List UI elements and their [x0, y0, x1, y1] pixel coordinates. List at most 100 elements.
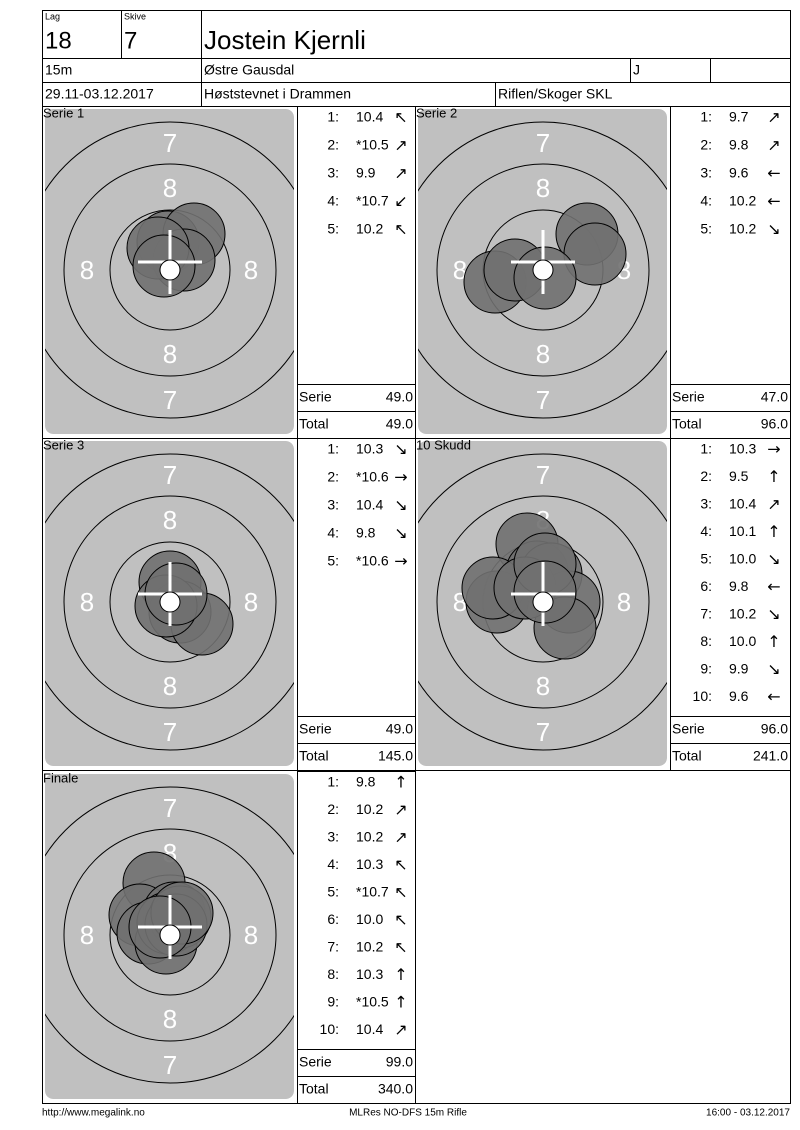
shot-number: 1: — [327, 774, 339, 790]
center-dot — [159, 924, 181, 946]
shot-score: 10.4 — [729, 496, 756, 512]
shot-score: *10.6 — [356, 469, 389, 485]
ring-label: 7 — [163, 793, 177, 823]
shot-number: 1: — [700, 109, 712, 125]
shot-direction: ← — [767, 164, 780, 183]
shooter-name: Jostein Kjernli — [204, 25, 366, 55]
ring-label: 8 — [163, 505, 177, 535]
ring-label: 8 — [80, 587, 94, 617]
panel-title: 10 Skudd — [416, 437, 471, 452]
ring — [45, 121, 294, 419]
ring-label: 8 — [617, 587, 631, 617]
shot-score: 9.9 — [729, 661, 749, 677]
shot-number: 5: — [327, 553, 339, 569]
ring-label: 7 — [163, 385, 177, 415]
shot-score: 10.3 — [356, 856, 383, 872]
club: Østre Gausdal — [204, 62, 294, 78]
shot-direction: ↗ — [394, 164, 407, 183]
event: Høststevnet i Drammen — [204, 86, 351, 102]
panel-title: Serie 3 — [43, 437, 84, 452]
shot-number: 4: — [700, 523, 712, 539]
class: J — [633, 62, 640, 78]
shot-number: 6: — [700, 578, 712, 594]
shot-direction: ↑ — [394, 965, 407, 984]
shot-direction: → — [394, 468, 407, 487]
shot-score: 10.0 — [729, 633, 756, 649]
shot-number: 3: — [327, 829, 339, 845]
shot-direction: ↖ — [394, 220, 407, 239]
total-value: 241.0 — [753, 748, 788, 764]
shot-direction: ↑ — [394, 993, 407, 1012]
list-frame — [297, 771, 416, 1104]
serie-value: 49.0 — [386, 721, 413, 737]
total-label: Total — [672, 416, 702, 432]
shot-number: 1: — [327, 441, 339, 457]
total-label: Total — [672, 748, 702, 764]
shot-direction: ↗ — [767, 136, 780, 155]
shot-score: 10.3 — [356, 441, 383, 457]
ring — [436, 495, 650, 709]
shot-number: 2: — [327, 469, 339, 485]
ring-label: 8 — [244, 255, 258, 285]
ring-label: 7 — [536, 385, 550, 415]
ring-label: 7 — [163, 1050, 177, 1080]
shot-direction: ↑ — [394, 773, 407, 792]
shot-score: 10.1 — [729, 523, 756, 539]
shot-number: 3: — [700, 496, 712, 512]
center-dot — [532, 259, 554, 281]
shot-score: 9.8 — [356, 525, 376, 541]
ring — [45, 453, 294, 751]
shot-number: 4: — [327, 193, 339, 209]
shot-number: 5: — [327, 221, 339, 237]
ring-label: 7 — [536, 460, 550, 490]
ring-label: 8 — [163, 671, 177, 701]
ring — [45, 786, 294, 1084]
shot-score: *10.5 — [356, 994, 389, 1010]
shot-direction: ↑ — [767, 522, 780, 541]
total-value: 145.0 — [378, 748, 413, 764]
center-dot — [532, 591, 554, 613]
skive-label: Skive — [124, 11, 146, 21]
total-label: Total — [299, 1081, 329, 1097]
shot-score: 9.6 — [729, 688, 749, 704]
shot-number: 2: — [327, 137, 339, 153]
shot-direction: ↘ — [767, 660, 780, 679]
shot-direction: ← — [767, 687, 780, 706]
shot-direction: → — [394, 552, 407, 571]
panel-title: Serie 1 — [43, 105, 84, 120]
shot-number: 5: — [327, 884, 339, 900]
serie-value: 96.0 — [761, 721, 788, 737]
shot-direction: ↘ — [394, 496, 407, 515]
shot-score: 9.6 — [729, 165, 749, 181]
shot-direction: ↗ — [767, 495, 780, 514]
shot-score: *10.5 — [356, 137, 389, 153]
serie-value: 99.0 — [386, 1054, 413, 1070]
shot-score: 10.3 — [356, 966, 383, 982]
shot-number: 7: — [700, 606, 712, 622]
serie-label: Serie — [299, 721, 332, 737]
center-dot — [159, 259, 181, 281]
serie-value: 47.0 — [761, 389, 788, 405]
shot-score: 10.0 — [356, 911, 383, 927]
shot-direction: ↑ — [767, 467, 780, 486]
shot-direction: ↘ — [394, 440, 407, 459]
ring — [436, 163, 650, 377]
shot-direction: → — [767, 440, 780, 459]
ring-label: 8 — [163, 339, 177, 369]
shot-direction: ↖ — [394, 938, 407, 957]
shot-score: 10.2 — [356, 801, 383, 817]
ring-label: 8 — [536, 173, 550, 203]
footer-right: 16:00 - 03.12.2017 — [706, 1108, 790, 1119]
shot-score: 9.8 — [356, 774, 376, 790]
shot-direction: ↖ — [394, 855, 407, 874]
ring — [63, 828, 277, 1042]
shot-score: 9.8 — [729, 137, 749, 153]
shot-number: 9: — [700, 661, 712, 677]
shot-number: 2: — [700, 137, 712, 153]
shot-direction: ↗ — [394, 1020, 407, 1039]
shot-score: 9.8 — [729, 578, 749, 594]
